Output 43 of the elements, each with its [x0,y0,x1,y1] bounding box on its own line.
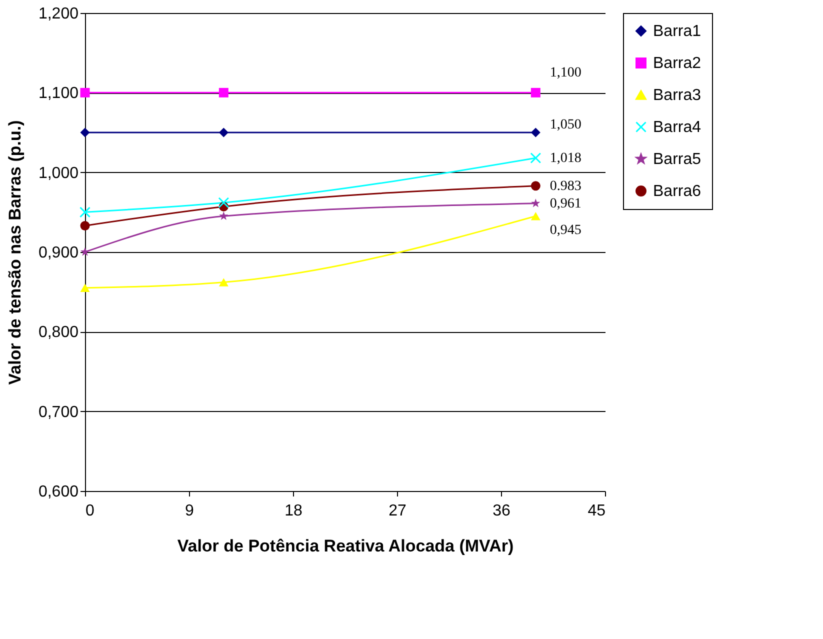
point [218,197,230,208]
y-tick-label: 0,900 [38,244,79,262]
point [530,152,542,164]
y-tick-label: 1,200 [38,6,79,22]
point [80,220,90,230]
x-tick-label: 9 [185,502,194,520]
legend-label: Barra4 [653,119,702,136]
y-tick-label: 1,100 [38,85,79,102]
x-tick-label: 27 [388,502,406,520]
point [530,88,540,98]
point [218,278,228,286]
point [219,211,228,220]
legend-label: Barra3 [653,87,702,104]
y-tick-label: 0,800 [38,324,79,342]
x-tick-label: 0 [86,502,94,520]
point [531,198,540,208]
point [80,128,90,138]
data-label: 0.983 [550,178,582,194]
point [530,212,540,220]
data-label: 1,018 [550,150,582,166]
point [80,88,90,98]
x-tick-label: 18 [284,502,302,520]
y-tick-label: 1,000 [38,164,79,182]
point [218,128,228,138]
legend-label: Barra1 [653,23,702,40]
x-tick-label: 36 [492,502,510,520]
y-axis-title: Valor de tensão nas Barras (p.u.) [5,120,24,385]
legend-label: Barra2 [653,55,702,72]
point [530,128,540,138]
legend-label: Barra6 [653,183,702,200]
data-label: 1,100 [550,66,582,81]
legend-label: Barra5 [653,151,702,168]
point [218,88,228,98]
x-axis-title: Valor de Potência Reativa Alocada (MVAr) [177,536,514,556]
point [530,181,540,191]
data-label: 0,961 [550,196,582,212]
point [80,206,90,218]
y-tick-label: 0,600 [38,484,79,500]
data-label: 0,945 [550,223,582,238]
data-label: 1,050 [550,118,582,132]
x-tick-label: 45 [588,502,606,520]
y-tick-label: 0,700 [38,404,79,421]
point [80,284,90,292]
